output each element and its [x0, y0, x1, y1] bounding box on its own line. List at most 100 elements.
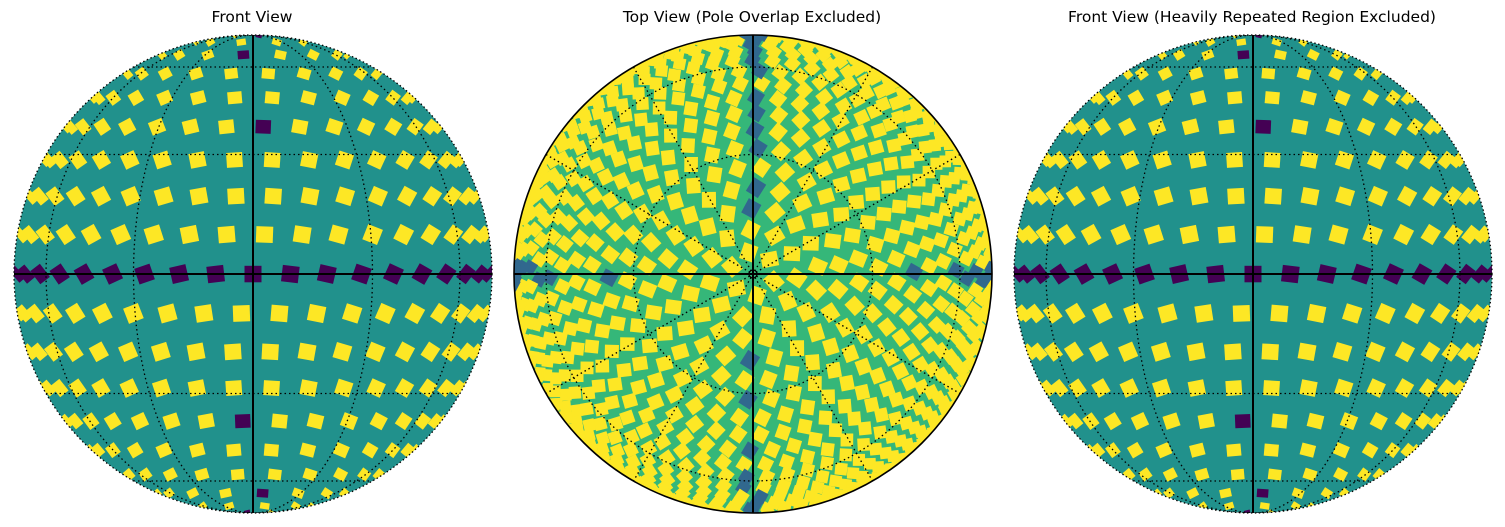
- sky-tile: [680, 205, 699, 225]
- sky-tile: [576, 207, 596, 226]
- sky-tile: [325, 118, 344, 136]
- sky-tile: [797, 42, 814, 59]
- sky-tile: [677, 478, 694, 495]
- sky-tile: [918, 235, 936, 253]
- sky-tile: [291, 118, 309, 135]
- sky-tile: [934, 273, 953, 292]
- sky-tile: [591, 211, 611, 231]
- sky-tile: [644, 122, 659, 137]
- sky-tile: [443, 224, 464, 245]
- sky-tile: [703, 93, 721, 111]
- sky-tile: [848, 272, 870, 293]
- sky-tile: [709, 320, 731, 341]
- sky-tile: [886, 249, 906, 268]
- sky-tile: [672, 441, 691, 460]
- sky-tile: [774, 161, 796, 183]
- sky-tile: [781, 320, 797, 338]
- sky-tile: [1093, 117, 1112, 136]
- sky-tile: [763, 225, 786, 247]
- sky-tile: [546, 310, 563, 327]
- sky-tile: [820, 302, 841, 324]
- sky-tile: [864, 396, 880, 413]
- sky-tile: [600, 190, 620, 210]
- sky-tile: [1274, 49, 1287, 61]
- sky-tile: [728, 424, 748, 444]
- sky-tile: [1105, 89, 1122, 106]
- sky-tile: [912, 173, 926, 187]
- sky-tile: [1458, 186, 1477, 206]
- sky-tile: [1394, 341, 1416, 363]
- sky-tile: [157, 66, 173, 81]
- sky-tile: [1189, 442, 1206, 458]
- sky-tile: [225, 380, 243, 397]
- sky-tile: [695, 473, 713, 491]
- sky-tile: [1443, 224, 1464, 245]
- sky-tile: [430, 302, 451, 324]
- sky-tile: [188, 66, 204, 81]
- sky-tile: [813, 160, 834, 180]
- sky-tile: [934, 134, 947, 148]
- sky-tile: [1255, 226, 1274, 244]
- sky-tile: [1404, 302, 1426, 325]
- sky-tile: [35, 224, 55, 245]
- sky-tile: [763, 440, 781, 459]
- sky-tile: [901, 374, 919, 392]
- sky-tile: [227, 187, 245, 205]
- sky-tile: [1306, 48, 1320, 61]
- sky-tile: [656, 326, 673, 342]
- sky-tile: [1394, 412, 1413, 431]
- sky-tile: [785, 215, 806, 234]
- sky-tile: [627, 155, 644, 173]
- sky-tile: [805, 354, 821, 371]
- sky-tile: [896, 175, 911, 189]
- sky-tile: [1197, 413, 1215, 430]
- sky-tile: [1155, 441, 1173, 459]
- sky-tile: [555, 234, 574, 253]
- sky-tile: [1236, 38, 1247, 46]
- sky-tile: [93, 117, 112, 136]
- sky-tile: [920, 257, 939, 275]
- sky-tile: [890, 109, 907, 125]
- sky-tile: [1362, 224, 1383, 246]
- sky-tile: [1227, 187, 1245, 205]
- sky-tile: [725, 105, 743, 124]
- sky-tile: [422, 185, 443, 207]
- sky-tile: [394, 341, 416, 363]
- sky-tile: [88, 341, 109, 363]
- sky-tile: [602, 121, 618, 137]
- sky-tile: [1147, 117, 1167, 136]
- sky-tile: [397, 185, 418, 207]
- sky-tile: [1118, 341, 1139, 363]
- sky-tile: [263, 443, 279, 457]
- sky-tile: [957, 290, 974, 308]
- sky-tile: [626, 135, 643, 152]
- sky-tile: [243, 509, 251, 513]
- sky-tile: [25, 303, 45, 324]
- sky-tile: [721, 255, 744, 279]
- sky-tile: [886, 137, 902, 154]
- sky-tile: [366, 150, 387, 170]
- sky-tile: [903, 240, 921, 259]
- sky-tile: [63, 341, 84, 363]
- sky-tile: [1217, 225, 1236, 244]
- sky-tile: [774, 76, 793, 95]
- sky-tile: [752, 74, 771, 93]
- sky-tile: [1091, 302, 1113, 325]
- sky-tile: [1422, 118, 1439, 136]
- sky-tile: [1065, 185, 1086, 207]
- sky-tile: [372, 468, 386, 481]
- sky-tile: [187, 379, 207, 397]
- sky-tile: [887, 272, 907, 292]
- sky-tile: [64, 302, 86, 325]
- sky-tile: [172, 48, 186, 61]
- sky-tile: [696, 434, 716, 454]
- tile-group: [1014, 35, 1492, 513]
- sky-tile: [1035, 224, 1055, 245]
- sky-tile: [812, 137, 832, 157]
- sky-tile: [776, 405, 795, 424]
- sky-tile: [802, 235, 820, 251]
- sky-tile: [1341, 303, 1363, 324]
- sky-tile: [729, 407, 750, 428]
- front-view-globe: [13, 34, 493, 514]
- sky-tile: [234, 413, 251, 429]
